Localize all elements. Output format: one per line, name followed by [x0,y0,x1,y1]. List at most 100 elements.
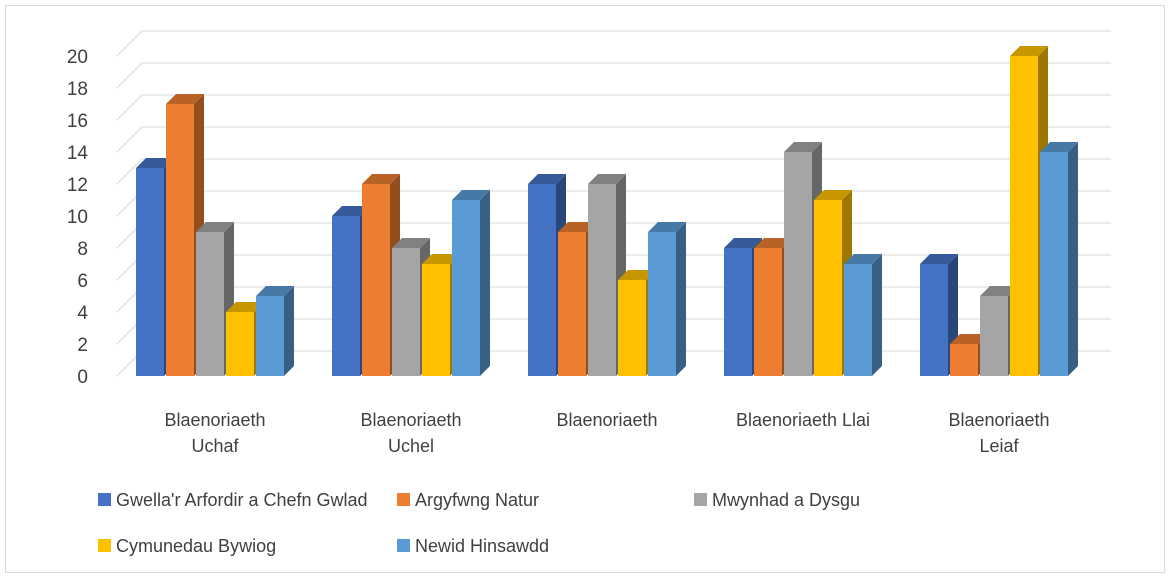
bar-top [422,254,460,264]
x-category-label: Blaenoriaeth [556,410,657,430]
bar-top [920,254,958,264]
bar-top [226,302,264,312]
legend-label: Mwynhad a Dysgu [712,490,860,510]
y-tick-label: 16 [67,111,88,132]
gridline [116,94,1111,121]
bar-front [844,264,872,376]
bar-top [558,222,596,232]
bar-top [528,174,566,184]
bar-front [196,232,224,376]
bar [920,254,958,376]
legend-label: Argyfwng Natur [415,490,539,510]
bar-top [196,222,234,232]
bar-top [950,334,988,344]
bar-top [618,270,656,280]
bar-top [724,238,762,248]
bar-front [226,312,254,376]
bar-front [256,296,284,376]
bar-top [362,174,400,184]
y-tick-label: 18 [67,79,88,100]
x-category-label: Blaenoriaeth Uchaf [164,410,265,456]
bar-top [1010,46,1048,56]
bar [844,254,882,376]
bar-front [1010,56,1038,376]
y-tick-label: 8 [77,239,88,260]
x-axis-categories: Blaenoriaeth Uchaf Blaenoriaeth Uchel Blaeno… [164,410,1049,456]
bar-top [588,174,626,184]
bar-top [166,94,204,104]
bar-front [920,264,948,376]
y-tick-label: 12 [67,175,88,196]
bar [452,190,490,376]
gridline [116,126,1111,153]
y-tick-label: 4 [77,303,88,324]
legend-swatch [98,493,111,506]
y-tick-label: 10 [67,207,88,228]
bar-front [136,168,164,376]
legend-item: Gwella'r Arfordir a Chefn Gwlad [98,490,368,510]
bar-front [950,344,978,376]
bar-side [480,190,490,376]
bar-front [1040,152,1068,376]
bar-top [784,142,822,152]
x-category-label: Blaenoriaeth Uchel [360,410,461,456]
bar-front [754,248,782,376]
bar-top [452,190,490,200]
bar-top [648,222,686,232]
gridline [116,30,1111,57]
y-axis-ticks: 0 2 4 6 8 10 12 14 16 18 20 [67,47,89,388]
legend: Gwella'r Arfordir a Chefn Gwlad Argyfwng … [98,490,860,556]
y-tick-label: 0 [77,367,88,388]
bar-top [392,238,430,248]
bar-top [814,190,852,200]
x-category-label: Blaenoriaeth Leiaf [948,410,1049,456]
bar-front [980,296,1008,376]
y-tick-label: 14 [67,143,89,164]
bar-front [648,232,676,376]
bar [648,222,686,376]
bar-front [392,248,420,376]
bar [256,286,294,376]
bar-side [872,254,882,376]
bar-top [844,254,882,264]
y-tick-label: 6 [77,271,88,292]
bar-top [754,238,792,248]
bar-top [980,286,1018,296]
bar-front [422,264,450,376]
legend-label: Newid Hinsawdd [415,536,549,556]
gridline [116,62,1111,89]
bar-front [618,280,646,376]
legend-swatch [694,493,707,506]
bar-top [136,158,174,168]
legend-label: Cymunedau Bywiog [116,536,276,556]
legend-swatch [397,539,410,552]
legend-item: Argyfwng Natur [397,490,539,510]
bar-front [528,184,556,376]
bar-front [452,200,480,376]
bar-front [362,184,390,376]
legend-item: Newid Hinsawdd [397,536,549,556]
legend-swatch [98,539,111,552]
legend-label: Gwella'r Arfordir a Chefn Gwlad [116,490,368,510]
x-category-label: Blaenoriaeth Llai [736,410,870,430]
bar-front [724,248,752,376]
bar [1040,142,1078,376]
legend-item: Mwynhad a Dysgu [694,490,860,510]
bar-front [814,200,842,376]
bar-top [1040,142,1078,152]
bar-side [284,286,294,376]
bar-front [588,184,616,376]
bar-top [332,206,370,216]
bar-front [784,152,812,376]
y-tick-label: 20 [67,47,88,68]
bar-side [1068,142,1078,376]
bar-front [166,104,194,376]
bar-front [332,216,360,376]
bar-front [558,232,586,376]
bar-top [256,286,294,296]
bars [136,46,1078,376]
chart-frame: 0 2 4 6 8 10 12 14 16 18 20 Blaenoriaeth Uchaf Blaen… [5,5,1165,573]
bar-side [676,222,686,376]
legend-swatch [397,493,410,506]
